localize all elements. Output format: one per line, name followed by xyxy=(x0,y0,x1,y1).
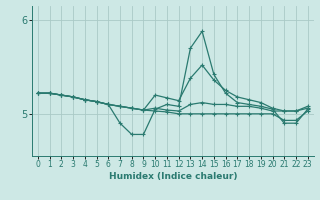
X-axis label: Humidex (Indice chaleur): Humidex (Indice chaleur) xyxy=(108,172,237,181)
